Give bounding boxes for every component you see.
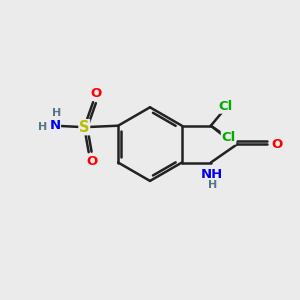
Text: Cl: Cl [218, 100, 233, 113]
Text: O: O [272, 138, 283, 151]
Text: NH: NH [201, 168, 224, 182]
Text: S: S [79, 120, 89, 135]
Text: N: N [49, 119, 60, 132]
Text: H: H [38, 122, 47, 132]
Text: O: O [86, 154, 97, 167]
Text: Cl: Cl [221, 131, 236, 144]
Text: H: H [52, 108, 61, 118]
Text: H: H [208, 181, 217, 190]
Text: O: O [90, 87, 102, 100]
